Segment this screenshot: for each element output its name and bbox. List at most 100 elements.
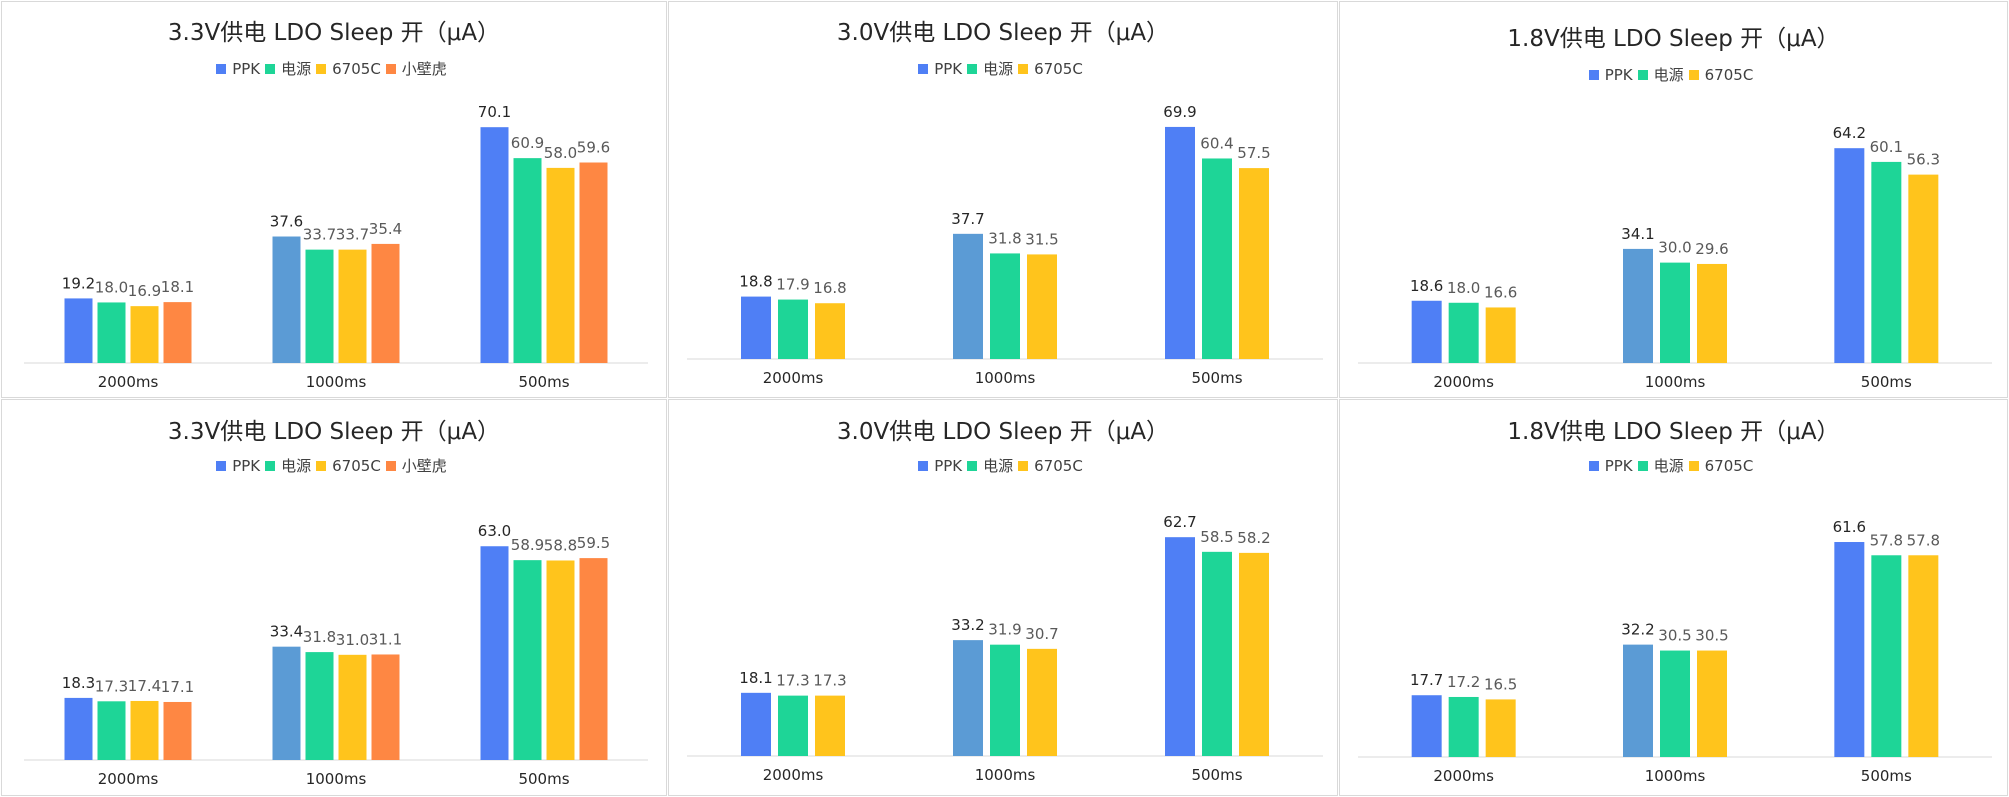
bar-ppk-500ms xyxy=(480,127,509,364)
chart-panel-3v0-top: 3.0V供电 LDO Sleep 开（μA） PPK 电源 6705C 18.8… xyxy=(668,1,1338,398)
legend-label-6705c: 6705C xyxy=(332,456,381,475)
chart-title: 3.3V供电 LDO Sleep 开（μA） xyxy=(167,419,501,445)
bar-ppk-2000ms xyxy=(1411,695,1442,757)
legend-label-source: 电源 xyxy=(281,457,312,475)
data-label-ppk-2000ms: 17.7 xyxy=(1410,671,1443,689)
legend-swatch-source xyxy=(265,460,276,471)
category-label-2000ms: 2000ms xyxy=(763,369,824,387)
category-label-1000ms: 1000ms xyxy=(975,369,1036,387)
bar-ppk-1000ms xyxy=(272,646,301,760)
bar-6705c-500ms xyxy=(546,167,575,363)
data-label-6705c-500ms: 57.8 xyxy=(1907,531,1940,549)
data-label-source-2000ms: 17.2 xyxy=(1447,673,1480,691)
legend-label-6705c: 6705C xyxy=(1034,456,1083,475)
chart-panel-1v8-top: 1.8V供电 LDO Sleep 开（μA） PPK 电源 6705C 18.6… xyxy=(1339,1,2008,398)
legend-label-ppk: PPK xyxy=(232,59,261,78)
data-label-6705c-2000ms: 17.3 xyxy=(813,672,846,690)
bar-source-500ms xyxy=(513,560,542,760)
bar-xiaobihu-2000ms xyxy=(163,302,192,363)
category-label-500ms: 500ms xyxy=(1191,766,1242,784)
legend-label-xiaobihu: 小壁虎 xyxy=(401,60,447,78)
bar-ppk-2000ms xyxy=(64,298,93,363)
data-label-6705c-1000ms: 33.7 xyxy=(336,226,369,244)
chart-legend: PPK 电源 6705C xyxy=(669,455,1337,476)
category-label-2000ms: 2000ms xyxy=(1433,373,1494,391)
bar-xiaobihu-1000ms xyxy=(371,243,400,363)
data-label-source-2000ms: 17.9 xyxy=(776,276,809,294)
legend-swatch-source xyxy=(265,63,276,74)
bar-6705c-500ms xyxy=(1239,168,1269,359)
legend-swatch-ppk xyxy=(216,460,227,471)
data-label-xiaobihu-1000ms: 35.4 xyxy=(369,220,402,238)
data-label-ppk-1000ms: 33.2 xyxy=(951,616,984,634)
data-label-xiaobihu-500ms: 59.5 xyxy=(577,534,610,552)
data-label-source-2000ms: 17.3 xyxy=(95,677,128,695)
category-label-1000ms: 1000ms xyxy=(975,766,1036,784)
legend-label-6705c: 6705C xyxy=(1034,59,1083,78)
data-label-6705c-500ms: 58.0 xyxy=(544,144,577,162)
data-label-ppk-2000ms: 18.1 xyxy=(739,669,772,687)
data-label-ppk-500ms: 70.1 xyxy=(478,103,511,121)
data-label-ppk-1000ms: 37.6 xyxy=(270,213,303,231)
data-label-6705c-500ms: 58.2 xyxy=(1237,529,1270,547)
legend-item-source: 电源 xyxy=(967,58,1013,79)
legend-swatch-6705c xyxy=(316,460,327,471)
bar-source-2000ms xyxy=(97,302,126,363)
legend-label-xiaobihu: 小壁虎 xyxy=(401,457,447,475)
chart-legend: PPK 电源 6705C xyxy=(1340,455,2007,476)
chart-legend: PPK 电源 6705C 小壁虎 xyxy=(2,455,666,476)
legend-label-ppk: PPK xyxy=(232,456,261,475)
data-label-6705c-1000ms: 31.5 xyxy=(1025,230,1058,248)
bar-6705c-1000ms xyxy=(1027,254,1057,359)
legend-swatch-source xyxy=(1637,69,1648,80)
data-label-ppk-1000ms: 32.2 xyxy=(1621,621,1654,639)
legend-item-xiaobihu: 小壁虎 xyxy=(385,455,447,476)
data-label-source-500ms: 60.1 xyxy=(1870,138,1903,156)
chart-plot: 18.3 17.3 17.4 17.1 2000ms 33.4 31.8 31.0 31.1 10… xyxy=(24,522,648,788)
category-label-1000ms: 1000ms xyxy=(306,373,367,391)
bar-source-2000ms xyxy=(1448,696,1479,757)
bar-6705c-1000ms xyxy=(338,654,367,760)
bar-ppk-1000ms xyxy=(1623,248,1653,363)
data-label-6705c-1000ms: 30.5 xyxy=(1695,627,1728,645)
legend-label-source: 电源 xyxy=(281,60,312,78)
bar-source-1000ms xyxy=(1660,650,1690,757)
bar-ppk-500ms xyxy=(1834,148,1865,363)
data-label-6705c-1000ms: 30.7 xyxy=(1025,625,1058,643)
data-label-6705c-1000ms: 29.6 xyxy=(1695,240,1728,258)
legend-swatch-ppk xyxy=(1588,69,1599,80)
bar-source-1000ms xyxy=(305,249,334,363)
category-label-1000ms: 1000ms xyxy=(306,770,367,788)
bar-source-1000ms xyxy=(990,253,1020,359)
data-label-source-1000ms: 31.8 xyxy=(303,628,336,646)
bar-source-1000ms xyxy=(1660,262,1690,363)
chart-panel-3v3-top: 3.3V供电 LDO Sleep 开（μA） PPK 电源 6705C 小壁虎 … xyxy=(1,1,667,398)
bar-source-1000ms xyxy=(990,644,1020,756)
legend-swatch-ppk xyxy=(1588,460,1599,471)
data-label-ppk-500ms: 69.9 xyxy=(1163,103,1196,121)
chart-title: 3.0V供电 LDO Sleep 开（μA） xyxy=(836,419,1170,445)
legend-label-source: 电源 xyxy=(983,457,1014,475)
chart-plot: 18.6 18.0 16.6 2000ms 34.130.0 29.6 1000ms 64.2… xyxy=(1358,124,1992,391)
bar-6705c-500ms xyxy=(1908,174,1939,363)
category-label-2000ms: 2000ms xyxy=(1433,767,1494,785)
legend-item-6705c: 6705C xyxy=(1018,60,1083,78)
legend-label-ppk: PPK xyxy=(1604,65,1633,84)
data-label-ppk-2000ms: 18.6 xyxy=(1410,277,1443,295)
bar-ppk-2000ms xyxy=(64,697,93,760)
legend-swatch-source xyxy=(967,63,978,74)
bar-source-500ms xyxy=(513,158,542,363)
data-label-source-500ms: 60.4 xyxy=(1200,134,1233,152)
legend-label-ppk: PPK xyxy=(934,456,963,475)
legend-item-ppk: PPK xyxy=(1588,457,1633,475)
bar-ppk-2000ms xyxy=(1411,300,1442,363)
legend-swatch-xiaobihu xyxy=(385,460,396,471)
data-label-ppk-2000ms: 18.3 xyxy=(62,674,95,692)
bar-6705c-1000ms xyxy=(1027,648,1057,756)
chart-title: 1.8V供电 LDO Sleep 开（μA） xyxy=(1507,419,1840,445)
legend-label-6705c: 6705C xyxy=(1704,65,1754,84)
bar-source-2000ms xyxy=(778,299,808,359)
chart-panel-3v0-bottom: 3.0V供电 LDO Sleep 开（μA） PPK 电源 6705C 18.1… xyxy=(668,399,1338,796)
legend-item-xiaobihu: 小壁虎 xyxy=(385,58,447,79)
bar-source-500ms xyxy=(1202,158,1232,359)
